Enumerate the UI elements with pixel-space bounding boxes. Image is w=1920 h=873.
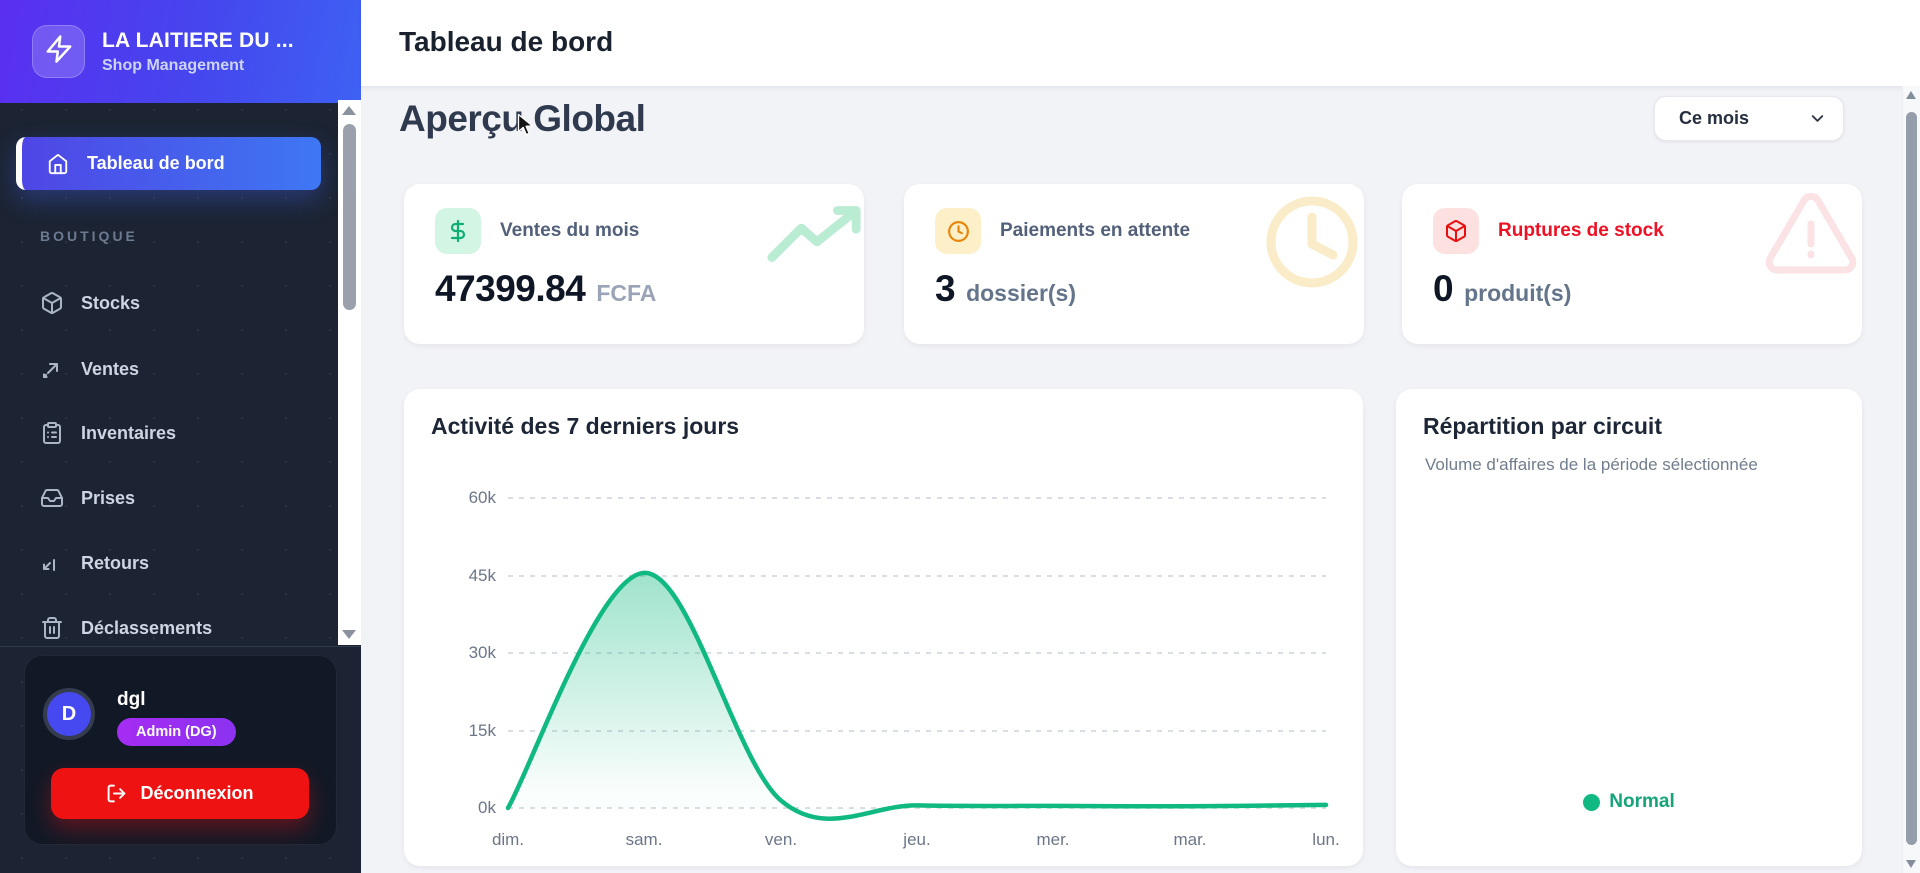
stat-card-paiements-en-attente: Paiements en attente 3 dossier(s) bbox=[904, 184, 1364, 344]
chevron-down-icon bbox=[1808, 109, 1827, 128]
gridline bbox=[508, 652, 1326, 654]
page-scrollbar[interactable] bbox=[1902, 86, 1920, 873]
logout-label: Déconnexion bbox=[140, 783, 254, 803]
sidebar-item-retours[interactable]: Retours bbox=[16, 541, 316, 585]
gridline bbox=[508, 497, 1326, 499]
sidebar-item-label: Tableau de bord bbox=[87, 153, 225, 173]
stat-value: 3 bbox=[935, 268, 956, 309]
x-axis-tick: dim. bbox=[491, 830, 525, 849]
legend-label: Normal bbox=[1609, 791, 1675, 812]
trash-icon bbox=[40, 616, 64, 640]
inbox-icon bbox=[40, 486, 64, 510]
sidebar-item-inventaires[interactable]: Inventaires bbox=[16, 411, 316, 455]
sidebar-item-ventes[interactable]: Ventes bbox=[16, 347, 316, 391]
stat-value: 0 bbox=[1433, 268, 1454, 309]
sidebar-item-label: Retours bbox=[81, 552, 150, 573]
stat-label: Ruptures de stock bbox=[1498, 220, 1664, 241]
sidebar-section-boutique: BOUTIQUE bbox=[40, 228, 138, 244]
avatar: D bbox=[43, 688, 95, 740]
stat-label: Ventes du mois bbox=[500, 220, 640, 241]
sidebar-item-label: Inventaires bbox=[81, 422, 177, 443]
top-bar bbox=[361, 0, 1920, 87]
sidebar-item-label: Déclassements bbox=[81, 617, 213, 638]
chart-area-fill bbox=[508, 572, 1326, 819]
gridline bbox=[508, 729, 1326, 732]
activity-chart-card: Activité des 7 derniers jours 60k 45k 30… bbox=[404, 389, 1363, 866]
dollar-icon bbox=[435, 208, 481, 254]
scroll-up-arrow-icon[interactable] bbox=[1906, 91, 1916, 99]
clipboard-list-icon bbox=[40, 421, 64, 445]
stat-value: 47399.84 bbox=[435, 268, 586, 309]
clock-icon bbox=[935, 208, 981, 254]
x-axis-tick: sam. bbox=[625, 830, 663, 849]
role-badge: Admin (DG) bbox=[117, 718, 236, 746]
user-card: D dgl Admin (DG) Déconnexion bbox=[24, 655, 337, 845]
page-scrollbar-thumb[interactable] bbox=[1906, 112, 1917, 845]
sidebar-item-label: Ventes bbox=[81, 358, 140, 379]
sidebar-item-prises[interactable]: Prises bbox=[16, 476, 316, 520]
sidebar-item-declassements[interactable]: Déclassements bbox=[16, 606, 316, 650]
sidebar-item-tableau-de-bord[interactable]: Tableau de bord bbox=[16, 137, 321, 190]
x-axis-tick: lun. bbox=[1312, 830, 1340, 849]
period-select-value: Ce mois bbox=[1679, 108, 1750, 128]
distribution-title: Répartition par circuit bbox=[1423, 413, 1662, 439]
sidebar-divider bbox=[0, 646, 361, 647]
activity-area-chart bbox=[505, 570, 1329, 821]
legend-dot bbox=[1583, 793, 1601, 811]
home-icon bbox=[46, 152, 70, 176]
app-logo bbox=[32, 25, 85, 78]
trending-up-watermark-icon bbox=[766, 202, 864, 271]
logout-button[interactable]: Déconnexion bbox=[51, 768, 309, 819]
stat-card-ruptures-de-stock: Ruptures de stock 0 produit(s) bbox=[1402, 184, 1862, 344]
y-axis-tick: 0k bbox=[478, 798, 496, 817]
page-title: Tableau de bord bbox=[399, 26, 614, 57]
x-axis-tick: mar. bbox=[1173, 830, 1207, 849]
y-axis-tick: 45k bbox=[468, 565, 496, 585]
clock-watermark-icon bbox=[1262, 192, 1362, 297]
x-axis-tick: jeu. bbox=[903, 830, 931, 849]
stat-unit: produit(s) bbox=[1464, 280, 1572, 306]
period-select[interactable]: Ce mois bbox=[1654, 96, 1844, 141]
scroll-up-arrow-icon[interactable] bbox=[342, 106, 356, 115]
brand-subtitle: Shop Management bbox=[102, 56, 245, 74]
sidebar-item-stocks[interactable]: Stocks bbox=[16, 281, 316, 325]
trending-up-icon bbox=[40, 357, 64, 381]
section-title: Aperçu Global bbox=[399, 98, 646, 139]
logout-icon bbox=[106, 783, 127, 804]
sidebar-item-label: Prises bbox=[81, 487, 136, 508]
sidebar-item-label: Stocks bbox=[81, 292, 141, 313]
scroll-down-arrow-icon[interactable] bbox=[1906, 860, 1916, 868]
sidebar-scrollbar-thumb[interactable] bbox=[343, 124, 356, 310]
y-axis-tick: 30k bbox=[468, 643, 496, 662]
chart-legend[interactable]: Normal bbox=[1396, 791, 1862, 813]
package-icon bbox=[40, 291, 64, 315]
distribution-subtitle: Volume d'affaires de la période sélectio… bbox=[1425, 455, 1758, 474]
stat-card-ventes-du-mois: Ventes du mois 47399.84 FCFA bbox=[404, 184, 864, 344]
package-alert-icon bbox=[1433, 208, 1479, 254]
user-name: dgl bbox=[117, 689, 146, 710]
y-axis-tick: 15k bbox=[468, 720, 496, 740]
activity-chart-title: Activité des 7 derniers jours bbox=[431, 413, 740, 439]
gridline bbox=[508, 574, 1326, 577]
sidebar-scrollbar[interactable] bbox=[338, 100, 361, 645]
distribution-card: Répartition par circuit Volume d'affaire… bbox=[1396, 389, 1862, 866]
stat-label: Paiements en attente bbox=[1000, 220, 1191, 241]
return-arrow-icon bbox=[40, 551, 64, 575]
sidebar-brand: LA LAITIERE DU ... Shop Management bbox=[0, 0, 361, 103]
stat-unit: dossier(s) bbox=[966, 280, 1077, 306]
sidebar: LA LAITIERE DU ... Shop Management Table… bbox=[0, 0, 361, 873]
x-axis-tick: mer. bbox=[1036, 830, 1070, 849]
y-axis-tick: 60k bbox=[468, 488, 496, 507]
x-axis-tick: ven. bbox=[764, 830, 798, 849]
zap-icon bbox=[44, 34, 74, 69]
warning-triangle-watermark-icon bbox=[1761, 190, 1861, 289]
scroll-down-arrow-icon[interactable] bbox=[342, 630, 356, 639]
stat-unit: FCFA bbox=[596, 280, 657, 306]
chart-line bbox=[505, 570, 1329, 821]
brand-title: LA LAITIERE DU ... bbox=[102, 28, 294, 52]
